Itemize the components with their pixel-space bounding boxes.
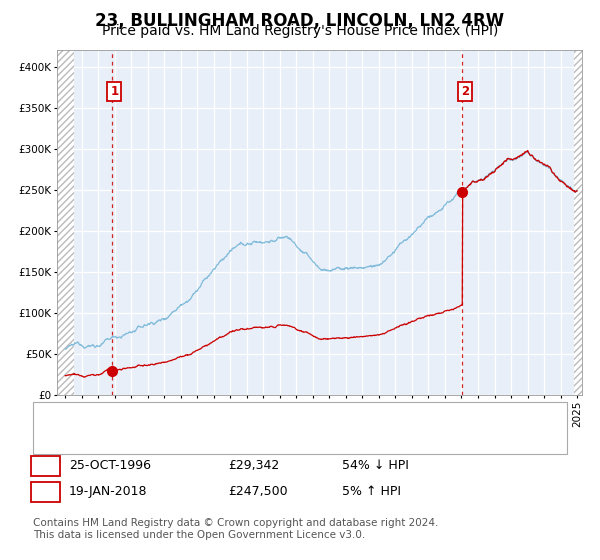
Text: 5% ↑ HPI: 5% ↑ HPI — [342, 485, 401, 498]
Text: £29,342: £29,342 — [228, 459, 279, 473]
Text: 2: 2 — [41, 485, 50, 498]
Text: 19-JAN-2018: 19-JAN-2018 — [69, 485, 148, 498]
Text: 1: 1 — [110, 85, 118, 98]
Text: HPI: Average price, detached house, Lincoln: HPI: Average price, detached house, Linc… — [81, 433, 358, 446]
Text: 2: 2 — [461, 85, 469, 98]
Text: £247,500: £247,500 — [228, 485, 287, 498]
Text: 1: 1 — [41, 459, 50, 473]
Text: ─────: ───── — [45, 413, 79, 423]
Text: ─────: ───── — [45, 435, 79, 444]
Text: Price paid vs. HM Land Registry's House Price Index (HPI): Price paid vs. HM Land Registry's House … — [102, 24, 498, 38]
Text: 54% ↓ HPI: 54% ↓ HPI — [342, 459, 409, 473]
Bar — [57, 50, 74, 395]
Text: 23, BULLINGHAM ROAD, LINCOLN, LN2 4RW (detached house): 23, BULLINGHAM ROAD, LINCOLN, LN2 4RW (d… — [81, 411, 470, 424]
Text: 23, BULLINGHAM ROAD, LINCOLN, LN2 4RW: 23, BULLINGHAM ROAD, LINCOLN, LN2 4RW — [95, 12, 505, 30]
Text: 25-OCT-1996: 25-OCT-1996 — [69, 459, 151, 473]
Text: Contains HM Land Registry data © Crown copyright and database right 2024.
This d: Contains HM Land Registry data © Crown c… — [33, 518, 439, 540]
Bar — [574, 50, 584, 395]
